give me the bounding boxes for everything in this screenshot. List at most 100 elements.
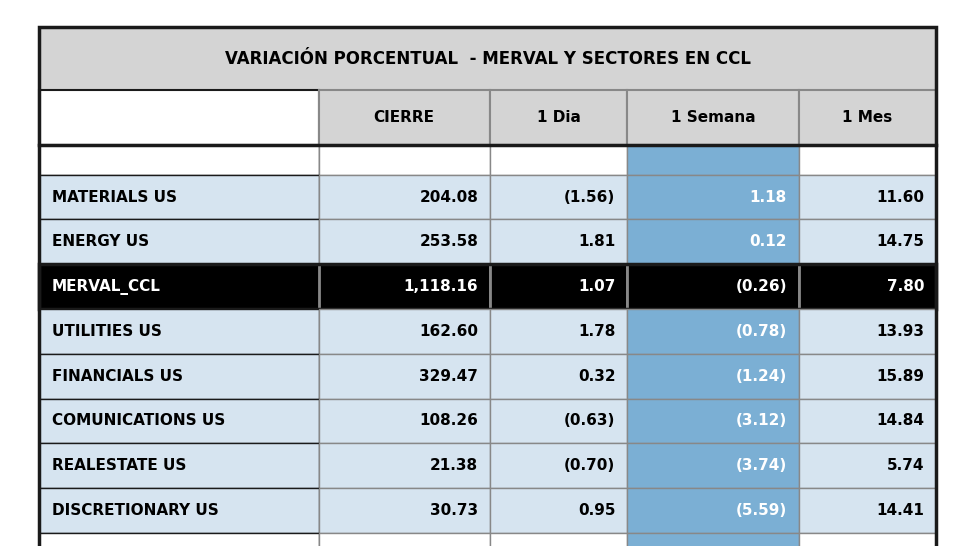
Bar — [627, 264, 799, 309]
Text: 1 Semana: 1 Semana — [670, 110, 756, 125]
Text: 14.41: 14.41 — [876, 503, 924, 518]
Text: 11.60: 11.60 — [876, 189, 924, 205]
Text: 14.75: 14.75 — [876, 234, 924, 250]
Bar — [39, 443, 318, 488]
Bar — [799, 488, 936, 533]
Text: 30.73: 30.73 — [430, 503, 478, 518]
Bar — [318, 488, 490, 533]
Text: 329.47: 329.47 — [419, 369, 478, 384]
Bar — [490, 264, 627, 309]
Text: CIERRE: CIERRE — [373, 110, 435, 125]
Text: DISCRETIONARY US: DISCRETIONARY US — [52, 503, 219, 518]
Bar — [490, 399, 627, 443]
Bar — [318, 145, 490, 175]
Bar — [627, 443, 799, 488]
Bar — [799, 145, 936, 175]
Text: 1.18: 1.18 — [750, 189, 787, 205]
Bar — [799, 354, 936, 399]
Bar — [799, 175, 936, 219]
Bar — [799, 90, 936, 145]
Bar — [318, 399, 490, 443]
Text: REALESTATE US: REALESTATE US — [52, 458, 186, 473]
Bar — [490, 145, 627, 175]
Text: 14.84: 14.84 — [876, 413, 924, 429]
Text: 15.89: 15.89 — [876, 369, 924, 384]
Bar — [627, 309, 799, 354]
Text: 1 Mes: 1 Mes — [842, 110, 893, 125]
Text: 0.32: 0.32 — [578, 369, 615, 384]
Bar — [39, 90, 318, 145]
Text: (0.26): (0.26) — [735, 279, 787, 294]
Text: 1.78: 1.78 — [578, 324, 615, 339]
Text: 0.12: 0.12 — [750, 234, 787, 250]
Text: ENERGY US: ENERGY US — [52, 234, 149, 250]
Bar — [318, 90, 490, 145]
Text: (0.63): (0.63) — [564, 413, 615, 429]
Text: (1.56): (1.56) — [564, 189, 615, 205]
Bar — [490, 175, 627, 219]
Bar — [39, 488, 318, 533]
Bar — [39, 145, 318, 175]
Bar — [627, 533, 799, 546]
Text: (3.74): (3.74) — [736, 458, 787, 473]
Text: UTILITIES US: UTILITIES US — [52, 324, 162, 339]
Bar — [39, 354, 318, 399]
Bar — [627, 354, 799, 399]
Bar — [39, 264, 318, 309]
Bar — [39, 309, 318, 354]
Bar — [318, 219, 490, 264]
Text: FINANCIALS US: FINANCIALS US — [52, 369, 183, 384]
Bar — [627, 219, 799, 264]
Bar — [490, 219, 627, 264]
Bar — [627, 145, 799, 175]
Bar — [39, 264, 936, 309]
Bar — [799, 443, 936, 488]
Bar — [490, 354, 627, 399]
Bar — [490, 309, 627, 354]
Text: MATERIALS US: MATERIALS US — [52, 189, 177, 205]
Text: 1 Dia: 1 Dia — [537, 110, 580, 125]
Bar — [490, 533, 627, 546]
Text: COMUNICATIONS US: COMUNICATIONS US — [52, 413, 225, 429]
Bar — [39, 219, 318, 264]
Text: MERVAL_CCL: MERVAL_CCL — [52, 278, 161, 295]
Bar — [318, 354, 490, 399]
Bar — [318, 443, 490, 488]
Bar — [39, 533, 318, 546]
Text: 1.07: 1.07 — [578, 279, 615, 294]
Text: 21.38: 21.38 — [430, 458, 478, 473]
Bar — [490, 90, 627, 145]
Text: (0.78): (0.78) — [736, 324, 787, 339]
Bar — [490, 488, 627, 533]
Text: (5.59): (5.59) — [736, 503, 787, 518]
Bar — [318, 175, 490, 219]
Text: 1.81: 1.81 — [578, 234, 615, 250]
Bar — [490, 443, 627, 488]
Bar — [318, 533, 490, 546]
Text: (1.24): (1.24) — [736, 369, 787, 384]
Bar — [318, 264, 490, 309]
Bar — [627, 399, 799, 443]
Bar — [39, 399, 318, 443]
Text: 5.74: 5.74 — [887, 458, 924, 473]
Bar — [799, 399, 936, 443]
Bar — [627, 175, 799, 219]
Text: (0.70): (0.70) — [564, 458, 615, 473]
Bar — [799, 533, 936, 546]
Text: 1,118.16: 1,118.16 — [404, 279, 478, 294]
Bar — [799, 309, 936, 354]
Bar — [799, 219, 936, 264]
Text: 0.95: 0.95 — [578, 503, 615, 518]
Text: 108.26: 108.26 — [419, 413, 478, 429]
Bar — [39, 175, 318, 219]
Text: 162.60: 162.60 — [419, 324, 478, 339]
Text: 13.93: 13.93 — [876, 324, 924, 339]
Text: 253.58: 253.58 — [419, 234, 478, 250]
Text: VARIACIÓN PORCENTUAL  - MERVAL Y SECTORES EN CCL: VARIACIÓN PORCENTUAL - MERVAL Y SECTORES… — [224, 50, 751, 68]
Bar — [799, 264, 936, 309]
Bar — [318, 309, 490, 354]
Text: (3.12): (3.12) — [736, 413, 787, 429]
Bar — [39, 27, 936, 90]
Bar — [627, 488, 799, 533]
Text: 7.80: 7.80 — [887, 279, 924, 294]
